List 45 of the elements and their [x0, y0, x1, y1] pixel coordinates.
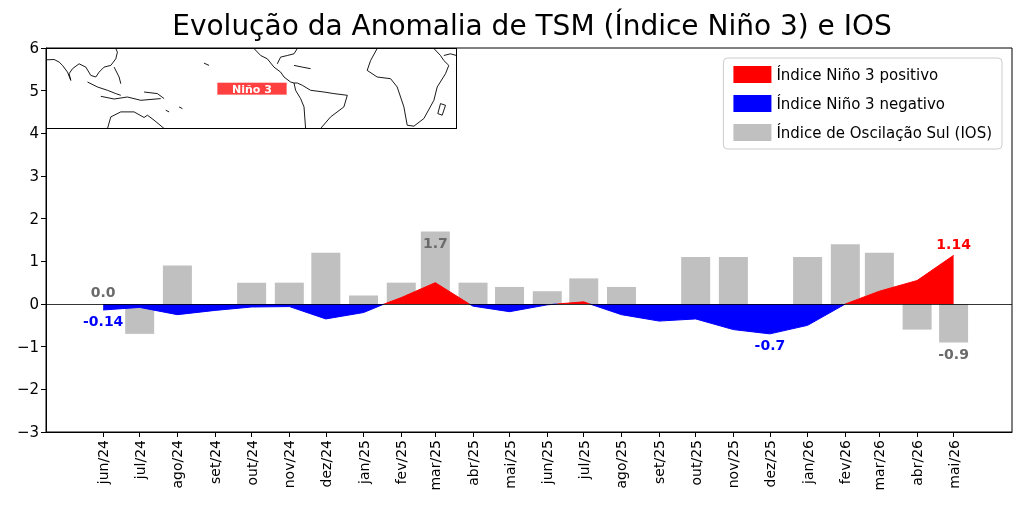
y-tick-label: 4	[29, 124, 39, 143]
x-tick-label: ago/24	[169, 439, 186, 489]
x-tick-label: jun/25	[539, 440, 556, 486]
x-tick-label: jan/25	[355, 440, 372, 485]
data-label: 1.14	[936, 236, 972, 253]
y-tick-label: −1	[16, 337, 39, 356]
x-tick-label: out/25	[687, 440, 704, 486]
y-tick-label: −2	[16, 380, 39, 399]
data-label: -0.9	[938, 346, 969, 363]
chart-title: Evolução da Anomalia de TSM (Índice Niño 3) e IOS	[172, 7, 892, 42]
data-label: -0.14	[83, 312, 124, 329]
data-label: -0.7	[754, 336, 786, 353]
y-tick-label: 3	[29, 167, 39, 185]
x-tick-label: abr/25	[465, 440, 482, 486]
legend-label: Índice Niño 3 positivo	[776, 64, 939, 84]
x-tick-label: nov/24	[281, 439, 298, 489]
data-label: 1.7	[422, 235, 448, 252]
y-tick-label: 0	[29, 295, 39, 313]
y-tick-label: 5	[29, 81, 39, 100]
legend-label: Índice de Oscilação Sul (IOS)	[776, 122, 993, 142]
legend-label: Índice Niño 3 negativo	[776, 93, 945, 113]
x-tick-label: dez/24	[317, 439, 334, 488]
data-label: 0.0	[90, 284, 116, 300]
y-tick-label: 1	[29, 252, 39, 271]
x-tick-label: jul/25	[575, 440, 592, 481]
y-tick-label: −3	[16, 423, 39, 441]
x-tick-label: jul/24	[131, 439, 148, 481]
x-tick-label: mar/25	[427, 440, 444, 491]
x-tick-label: set/25	[651, 440, 668, 484]
x-tick-label: ago/25	[613, 440, 630, 489]
x-tick-label: fev/25	[393, 440, 410, 485]
x-tick-label: set/24	[207, 439, 224, 484]
x-tick-label: mai/26	[945, 439, 962, 489]
x-tick-label: mai/25	[501, 440, 518, 489]
x-tick-label: fev/26	[837, 439, 854, 485]
y-tick-label: 6	[29, 39, 39, 57]
x-tick-label: out/24	[243, 439, 260, 486]
x-tick-label: dez/25	[761, 440, 778, 488]
x-tick-label: nov/25	[725, 440, 742, 489]
x-tick-label: jan/26	[799, 439, 816, 485]
x-tick-label: abr/26	[909, 439, 926, 486]
annotation: Niño 3	[231, 82, 272, 96]
x-tick-label: jun/24	[95, 439, 112, 486]
x-tick-label: mar/26	[871, 439, 888, 491]
y-tick-label: 2	[29, 209, 39, 228]
